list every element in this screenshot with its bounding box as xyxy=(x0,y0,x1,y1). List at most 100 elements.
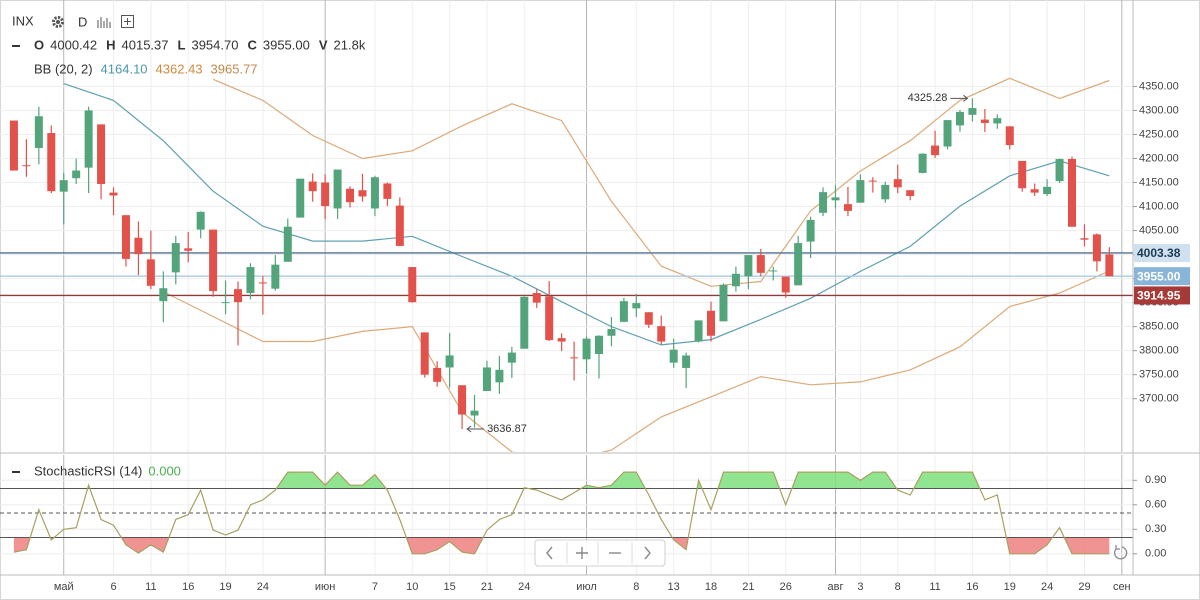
stoch-pane xyxy=(0,471,1133,555)
candle-body xyxy=(707,310,716,336)
candle-body xyxy=(121,215,130,259)
x-tick-label: 26 xyxy=(780,581,792,593)
chart-type-icon[interactable] xyxy=(97,17,111,28)
candle-body xyxy=(333,169,342,209)
x-tick-label: 8 xyxy=(633,581,639,593)
candle-body xyxy=(420,332,429,375)
x-tick-label: 7 xyxy=(372,581,378,593)
candle-body xyxy=(146,259,155,286)
candle-body xyxy=(1080,238,1089,240)
y-tick-label: 0.90 xyxy=(1145,474,1166,486)
candle-body xyxy=(657,326,666,342)
y-tick-label: 4150.00 xyxy=(1139,176,1179,188)
bollinger-line xyxy=(63,83,1110,346)
candle-body xyxy=(59,180,68,192)
scroll-left-button[interactable] xyxy=(546,546,553,560)
candle-body xyxy=(507,352,516,363)
candle-body xyxy=(980,119,989,123)
candle-body xyxy=(159,288,168,302)
oversold-fill xyxy=(13,537,1110,554)
x-tick-label: 19 xyxy=(219,581,231,593)
price-label-box xyxy=(1134,286,1190,305)
candle-body xyxy=(383,183,392,199)
candle-body xyxy=(346,188,355,203)
candle-body xyxy=(395,205,404,246)
candle-body xyxy=(296,178,305,218)
y-tick-label: 0.30 xyxy=(1145,523,1166,535)
price-pane: 4325.28 3636.87 xyxy=(0,77,1133,452)
candle-body xyxy=(258,282,267,284)
candle-body xyxy=(433,367,442,382)
x-tick-label: 16 xyxy=(182,581,194,593)
candle-body xyxy=(744,255,753,277)
candle-body xyxy=(769,270,778,272)
candle-body xyxy=(557,338,566,342)
candle-body xyxy=(619,301,628,322)
candle-body xyxy=(209,229,218,292)
y-tick-label: 4300.00 xyxy=(1139,104,1179,116)
y-tick-label: 3750.00 xyxy=(1139,369,1179,381)
candle-body xyxy=(582,338,591,360)
candle-body xyxy=(918,153,927,173)
symbol: INX xyxy=(12,13,34,28)
nav-toolbar xyxy=(534,539,666,567)
compare-icon[interactable] xyxy=(121,15,134,28)
candle-body xyxy=(308,181,317,192)
candle-body xyxy=(943,120,952,147)
x-tick-label: 11 xyxy=(145,581,156,593)
price-label: 3914.95 xyxy=(1137,289,1181,303)
candle-body xyxy=(47,133,56,192)
y-tick-label: 0.00 xyxy=(1145,548,1166,560)
annotation-arrowhead xyxy=(963,94,969,102)
candle-body xyxy=(72,170,81,179)
indicator-label: StochasticRSI (14) xyxy=(34,463,142,478)
x-tick-label: 19 xyxy=(1004,581,1016,593)
bollinger-line xyxy=(212,77,1110,287)
settings-icon[interactable] xyxy=(52,16,64,28)
x-tick-label: 21 xyxy=(481,581,493,593)
candle-body xyxy=(756,255,765,273)
x-tick-label: 13 xyxy=(668,581,680,593)
candle-body xyxy=(607,329,616,336)
ohlc-key: O xyxy=(34,37,44,52)
candle-body xyxy=(84,110,93,168)
candle-body xyxy=(221,302,230,304)
candle-body xyxy=(1005,126,1014,146)
candle-body xyxy=(644,312,653,325)
candle-body xyxy=(819,192,828,213)
candle-body xyxy=(184,248,193,251)
candle-body xyxy=(682,355,691,368)
y-tick-label: 4050.00 xyxy=(1139,224,1179,236)
ohlc-key: H xyxy=(106,37,115,52)
x-tick-label: 15 xyxy=(443,581,455,593)
candle-body xyxy=(931,145,940,156)
candle-body xyxy=(843,204,852,211)
reset-button[interactable] xyxy=(1113,545,1128,560)
x-tick-label: 24 xyxy=(257,581,269,593)
candle-body xyxy=(1055,158,1064,182)
candle-body xyxy=(881,184,890,200)
zoom-in-button[interactable] xyxy=(576,547,588,559)
x-tick-label: авг xyxy=(828,581,844,593)
candle-body xyxy=(271,264,280,289)
x-tick-label: июл xyxy=(576,581,597,593)
annotation-arrowhead xyxy=(466,425,472,433)
candle-body xyxy=(632,303,641,309)
x-tick-label: май xyxy=(54,581,74,593)
candle-body xyxy=(171,243,180,273)
y-tick-label: 0.60 xyxy=(1145,499,1166,511)
scroll-right-button[interactable] xyxy=(644,546,651,560)
y-tick-label: 3700.00 xyxy=(1139,393,1179,405)
x-tick-label: 24 xyxy=(518,581,530,593)
candle-body xyxy=(482,367,491,391)
x-tick-label: июн xyxy=(315,581,335,593)
candle-body xyxy=(370,177,379,209)
indicator-value: 4362.43 xyxy=(156,61,203,76)
candle-body xyxy=(1105,254,1114,277)
x-tick-label: 11 xyxy=(929,581,940,593)
interval[interactable]: D xyxy=(78,14,87,29)
candle-body xyxy=(97,124,106,184)
candle-body xyxy=(993,118,1002,124)
candle-body xyxy=(283,226,292,262)
